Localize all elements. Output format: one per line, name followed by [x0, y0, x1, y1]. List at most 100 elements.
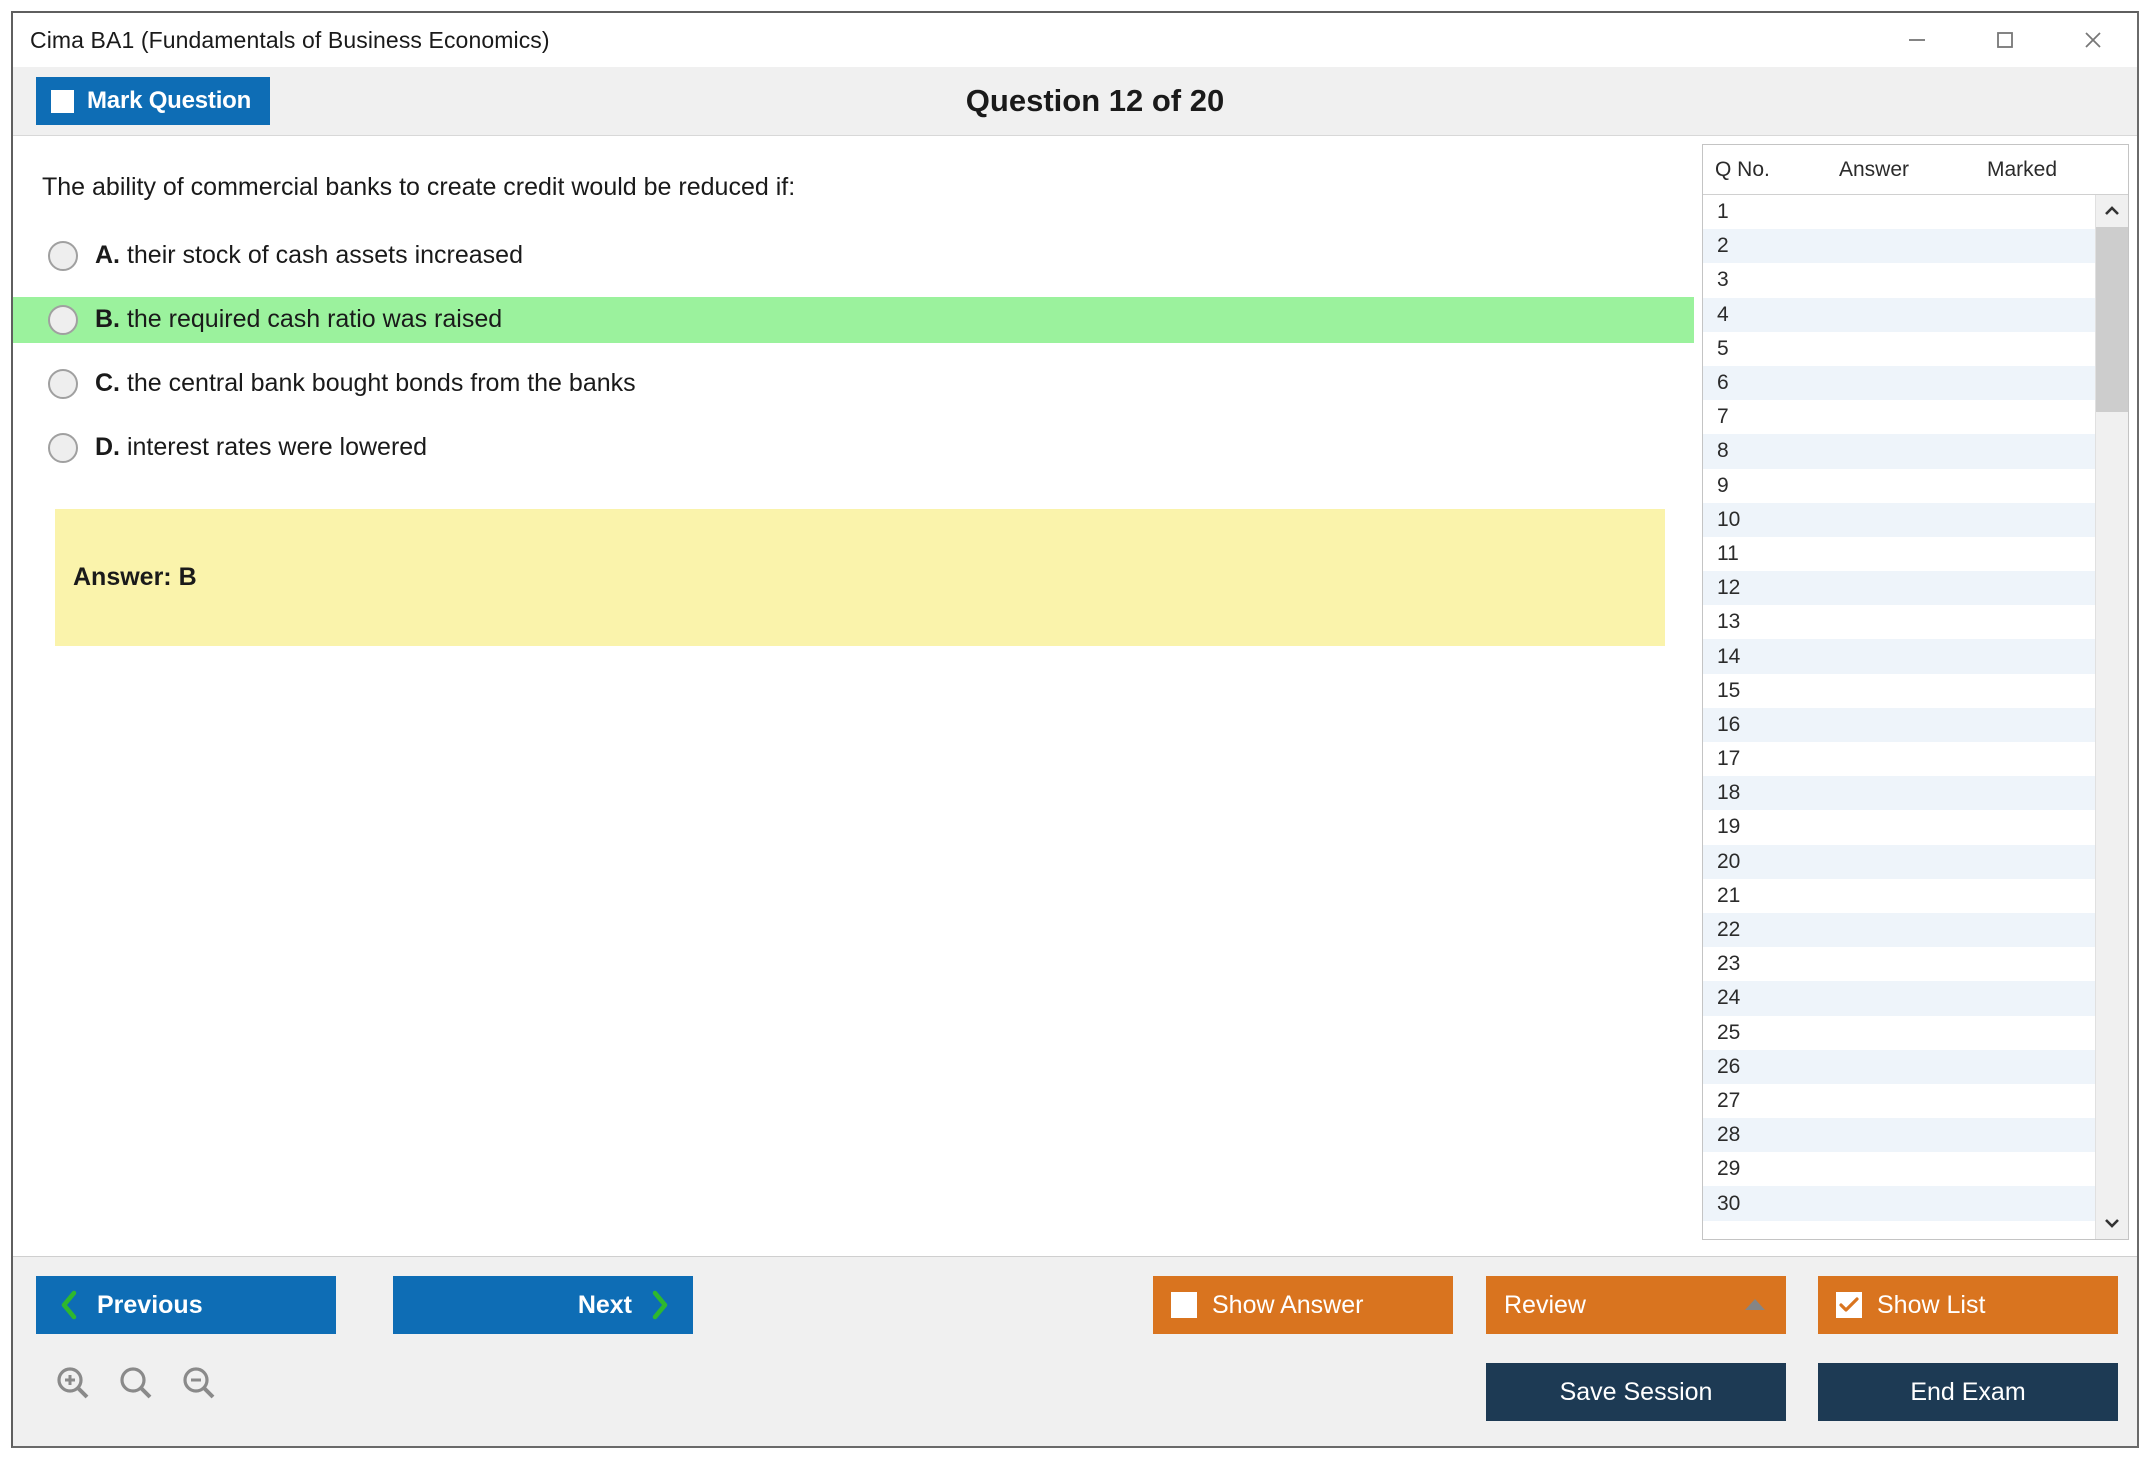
option-letter: C.	[95, 369, 120, 397]
show-list-label: Show List	[1877, 1290, 1986, 1319]
previous-button[interactable]: Previous	[36, 1276, 336, 1334]
question-list-row[interactable]: 24	[1703, 981, 2095, 1016]
cell-qno: 7	[1717, 405, 1729, 429]
scroll-up-icon[interactable]	[2096, 195, 2128, 227]
question-list-scrollbar[interactable]	[2095, 195, 2128, 1239]
answer-box: Answer: B	[55, 508, 1665, 646]
question-list-row[interactable]: 1	[1703, 195, 2095, 229]
option-radio-icon[interactable]	[48, 304, 78, 335]
show-answer-checkbox-icon[interactable]	[1171, 1292, 1197, 1318]
question-list-row[interactable]: 11	[1703, 537, 2095, 571]
scroll-down-icon[interactable]	[2096, 1207, 2128, 1239]
column-header-answer: Answer	[1839, 157, 1910, 181]
question-list-row[interactable]: 16	[1703, 707, 2095, 742]
show-list-checkbox-icon[interactable]	[1836, 1292, 1862, 1318]
zoom-in-icon[interactable]	[53, 1364, 93, 1404]
question-list-row[interactable]: 2	[1703, 229, 2095, 264]
question-list-row[interactable]: 26	[1703, 1049, 2095, 1084]
question-list-row[interactable]: 29	[1703, 1152, 2095, 1186]
window-controls	[1873, 13, 2137, 67]
option-label: C. the central bank bought bonds from th…	[95, 369, 636, 398]
question-pane: The ability of commercial banks to creat…	[13, 136, 1694, 1256]
maximize-icon[interactable]	[1961, 13, 2049, 67]
question-list-row[interactable]: 23	[1703, 947, 2095, 981]
option-letter: D.	[95, 433, 120, 461]
cell-qno: 26	[1717, 1054, 1741, 1078]
show-list-button[interactable]: Show List	[1818, 1276, 2118, 1334]
question-list-panel: Q No. Answer Marked 1 2 3 4 5 6 7 8 9 10 11 12 13 14 1…	[1702, 144, 2129, 1240]
end-exam-button[interactable]: End Exam	[1818, 1363, 2118, 1421]
question-list-row[interactable]: 20	[1703, 844, 2095, 879]
answer-label: Answer: B	[73, 562, 197, 591]
option-text: interest rates were lowered	[126, 433, 428, 461]
question-list-row[interactable]: 5	[1703, 332, 2095, 366]
question-list-row[interactable]: 19	[1703, 810, 2095, 844]
question-list-row[interactable]: 6	[1703, 365, 2095, 401]
option-text: the central bank bought bonds from the b…	[126, 369, 636, 397]
cell-qno: 9	[1717, 473, 1729, 497]
cell-qno: 24	[1717, 986, 1741, 1010]
zoom-out-icon[interactable]	[179, 1364, 219, 1404]
option-row[interactable]: A. their stock of cash assets increased	[13, 233, 1694, 279]
mark-question-checkbox-icon[interactable]	[51, 89, 74, 113]
cell-qno: 5	[1717, 336, 1729, 360]
option-text: their stock of cash assets increased	[126, 241, 523, 269]
question-list-row[interactable]: 14	[1703, 639, 2095, 674]
question-list-row[interactable]: 12	[1703, 571, 2095, 606]
question-list-row[interactable]: 30	[1703, 1186, 2095, 1221]
options-list: A. their stock of cash assets increased B…	[13, 233, 1694, 471]
previous-label: Previous	[97, 1290, 203, 1319]
mark-question-label: Mark Question	[87, 87, 252, 114]
next-button[interactable]: Next	[393, 1276, 693, 1334]
cell-qno: 20	[1717, 849, 1741, 873]
title-bar: Cima BA1 (Fundamentals of Business Econo…	[13, 13, 2137, 67]
cell-qno: 18	[1717, 781, 1741, 805]
question-list-row[interactable]: 21	[1703, 879, 2095, 913]
chevron-right-icon	[650, 1289, 670, 1321]
question-list-header: Q No. Answer Marked	[1703, 145, 2128, 195]
question-list-body: 1 2 3 4 5 6 7 8 9 10 11 12 13 14 15 16 17 18 19 20 21 22 23 24 2…	[1703, 195, 2128, 1239]
cell-qno: 14	[1717, 644, 1741, 668]
option-radio-icon[interactable]	[48, 240, 78, 271]
review-label: Review	[1504, 1290, 1586, 1319]
option-text: the required cash ratio was raised	[126, 305, 503, 333]
cell-qno: 13	[1717, 610, 1741, 634]
option-label: B. the required cash ratio was raised	[95, 305, 502, 334]
question-list-row[interactable]: 18	[1703, 776, 2095, 811]
question-list-row[interactable]: 13	[1703, 605, 2095, 639]
cell-qno: 10	[1717, 507, 1741, 531]
option-row[interactable]: C. the central bank bought bonds from th…	[13, 361, 1694, 407]
question-list-row[interactable]: 9	[1703, 469, 2095, 503]
cell-qno: 29	[1717, 1157, 1741, 1181]
question-list-row[interactable]: 4	[1703, 297, 2095, 332]
question-list-row[interactable]: 27	[1703, 1084, 2095, 1118]
scrollbar-track[interactable]	[2096, 227, 2128, 1207]
review-button[interactable]: Review	[1486, 1276, 1786, 1334]
option-label: D. interest rates were lowered	[95, 433, 427, 462]
close-icon[interactable]	[2049, 13, 2137, 67]
option-row[interactable]: B. the required cash ratio was raised	[13, 296, 1694, 343]
question-list-row[interactable]: 25	[1703, 1016, 2095, 1050]
option-row[interactable]: D. interest rates were lowered	[13, 425, 1694, 471]
minimize-icon[interactable]	[1873, 13, 1961, 67]
cell-qno: 23	[1717, 952, 1741, 976]
zoom-reset-icon[interactable]	[116, 1364, 156, 1404]
option-radio-icon[interactable]	[48, 432, 78, 463]
question-list-row[interactable]: 15	[1703, 674, 2095, 708]
cell-qno: 12	[1717, 576, 1741, 600]
question-list-row[interactable]: 17	[1703, 742, 2095, 776]
cell-qno: 3	[1717, 268, 1729, 292]
question-list-row[interactable]: 22	[1703, 912, 2095, 948]
question-list-row[interactable]: 8	[1703, 434, 2095, 469]
cell-qno: 11	[1717, 541, 1739, 565]
show-answer-button[interactable]: Show Answer	[1153, 1276, 1453, 1334]
question-list-row[interactable]: 10	[1703, 502, 2095, 537]
header-bar: Mark Question Question 12 of 20	[13, 67, 2137, 136]
mark-question-button[interactable]: Mark Question	[36, 77, 271, 125]
question-list-row[interactable]: 7	[1703, 400, 2095, 434]
scrollbar-thumb[interactable]	[2096, 227, 2128, 412]
save-session-button[interactable]: Save Session	[1486, 1363, 1786, 1421]
question-list-row[interactable]: 3	[1703, 263, 2095, 297]
question-list-row[interactable]: 28	[1703, 1118, 2095, 1153]
option-radio-icon[interactable]	[48, 368, 78, 399]
